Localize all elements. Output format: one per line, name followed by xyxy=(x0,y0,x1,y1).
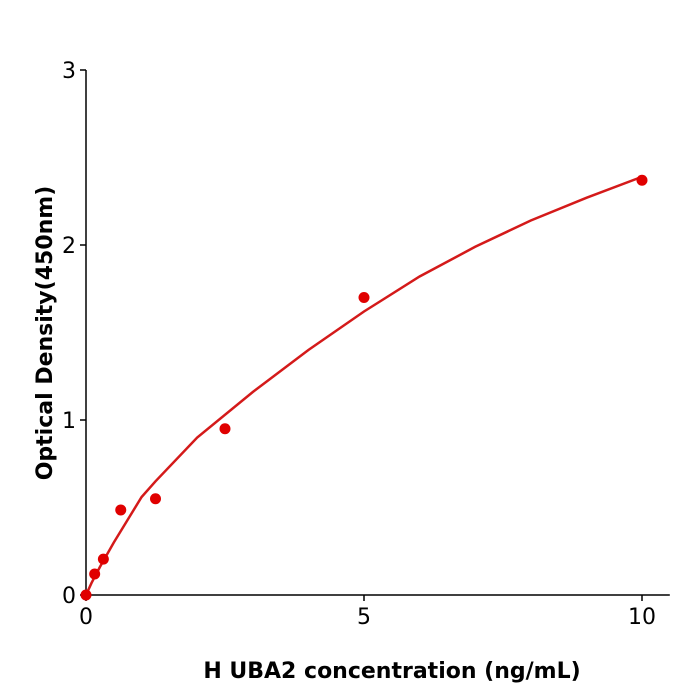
data-point xyxy=(115,504,127,516)
fit-curve xyxy=(84,175,643,596)
data-point xyxy=(89,568,101,580)
y-tick-label: 1 xyxy=(62,409,76,434)
data-point xyxy=(150,493,161,505)
x-tick-label: 0 xyxy=(79,605,93,630)
data-point xyxy=(97,553,109,565)
x-tick-label: 5 xyxy=(357,605,371,630)
y-axis-label: Optical Density(450nm) xyxy=(33,186,58,481)
axes: 0 5 10 0 1 2 3 xyxy=(62,59,670,630)
data-points xyxy=(80,174,648,601)
x-axis-label: H UBA2 concentration (ng/mL) xyxy=(203,659,580,684)
y-tick-label: 2 xyxy=(62,234,76,259)
y-tick-label: 3 xyxy=(62,59,76,84)
data-point xyxy=(636,174,648,186)
data-point xyxy=(358,292,370,303)
x-tick-label: 10 xyxy=(628,605,656,630)
data-point xyxy=(219,423,231,435)
data-point xyxy=(80,589,92,601)
y-tick-label: 0 xyxy=(62,584,76,609)
